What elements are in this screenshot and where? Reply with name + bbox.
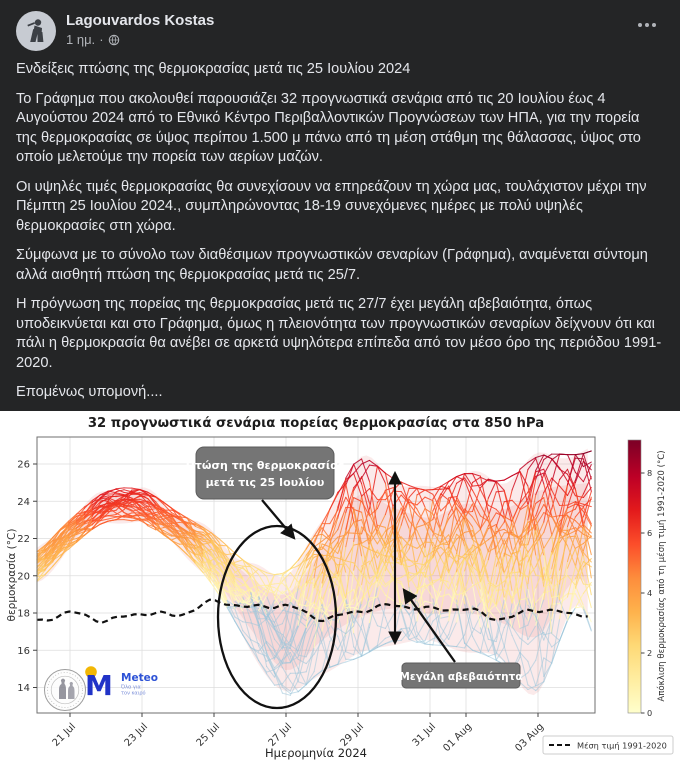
annotation-leader-arrow [261,499,296,540]
legend-label: Μέση τιμή 1991-2020 [577,741,667,751]
post-text: Ενδείξεις πτώσης της θερμοκρασίας μετά τ… [0,53,680,409]
uncertainty-leader-arrow [402,588,456,663]
post-paragraph: Ενδείξεις πτώσης της θερμοκρασίας μετά τ… [16,61,411,77]
post-timestamp[interactable]: 1 ημ. [66,32,96,47]
colorbar [627,439,642,714]
y-tick-label: 20 [17,571,30,582]
author-name[interactable]: Lagouvardos Kostas [66,12,215,29]
x-tick-label: 23 Jul [123,721,151,749]
colorbar-label: Απόκλιση θερμοκρασίας από τη μέση τιμή 1… [656,450,667,701]
annotation-drop-line1: Πτώση της θερμοκρασίας [186,459,345,472]
x-tick-label: 29 Jul [339,721,367,749]
x-tick-label: 27 Jul [267,721,295,749]
colorbar-tick-label: 2 [647,648,652,658]
post-paragraph: Η πρόγνωση της πορείας της θερμοκρασίας … [16,296,662,371]
header-meta: Lagouvardos Kostas 1 ημ. · [66,11,630,47]
meteo-tagline-2: τον καιρό [121,690,146,697]
observatory-logo [44,669,86,711]
y-tick-label: 18 [17,609,30,620]
post-menu-button[interactable] [630,11,664,39]
x-tick-label: 21 Jul [51,721,79,749]
x-axis-label: Ημερομηνία 2024 [265,746,367,760]
annotation-drop-line2: μετά τις 25 Ιουλίου [206,476,325,489]
colorbar-ticks: 0 2 4 6 8 [641,468,652,718]
colorbar-tick-label: 8 [647,468,652,478]
y-tick-label: 24 [17,497,30,508]
chart-title: 32 προγνωστικά σενάρια πορείας θερμοκρασ… [88,415,544,431]
annotation-uncertainty-box [401,662,521,689]
avatar[interactable] [16,11,56,51]
y-tick-label: 14 [17,683,30,694]
chart-svg: 32 προγνωστικά σενάρια πορείας θερμοκρασ… [6,415,674,760]
y-axis-label: θερμοκρασία (°C) [6,529,18,622]
x-tick-label: 01 Aug [441,721,474,754]
climatology-mean-line [36,598,588,624]
colorbar-tick-label: 6 [647,528,652,538]
meteo-tagline-1: Όλα για [120,684,142,691]
meteo-logo: M Meteo Όλα για τον καιρό [85,666,158,702]
x-tick-label: 25 Jul [195,721,223,749]
colorbar-tick-label: 4 [647,588,652,598]
post-paragraph: Επομένως υπομονή.... [16,384,163,400]
y-tick-label: 22 [17,534,30,545]
plot-border [36,436,596,714]
y-tick-label: 26 [17,460,30,471]
globe-icon [108,34,120,46]
post-paragraph: Σύμφωνα με το σύνολο των διαθέσιμων προγ… [16,247,648,283]
annotation-drop-box [195,446,335,500]
colorbar-tick-label: 0 [647,708,652,718]
meteo-dot [85,666,97,678]
person-silhouette [27,19,44,42]
legend: Μέση τιμή 1991-2020 [542,735,674,755]
post-header: Lagouvardos Kostas 1 ημ. · [0,0,680,53]
meta-separator: · [99,32,104,47]
post-paragraph: Το Γράφημα που ακολουθεί παρουσιάζει 32 … [16,90,641,166]
ellipse-annotation [216,524,338,710]
meteo-m: M [85,669,113,702]
y-tick-label: 16 [17,646,30,657]
meteo-name: Meteo [121,672,158,684]
more-options-icon [638,23,642,27]
avatar-image [16,11,56,51]
post-meta-row: 1 ημ. · [66,32,630,47]
x-tick-label: 31 Jul [411,721,439,749]
post-paragraph: Οι υψηλές τιμές θερμοκρασίας θα συνεχίσο… [16,178,647,234]
x-tick-label: 03 Aug [513,721,546,754]
annotation-uncertainty-text: Μεγάλη αβεβαιότητα [399,671,522,683]
post-image[interactable]: 32 προγνωστικά σενάρια πορείας θερμοκρασ… [0,411,680,777]
ensemble-lines [36,450,592,696]
